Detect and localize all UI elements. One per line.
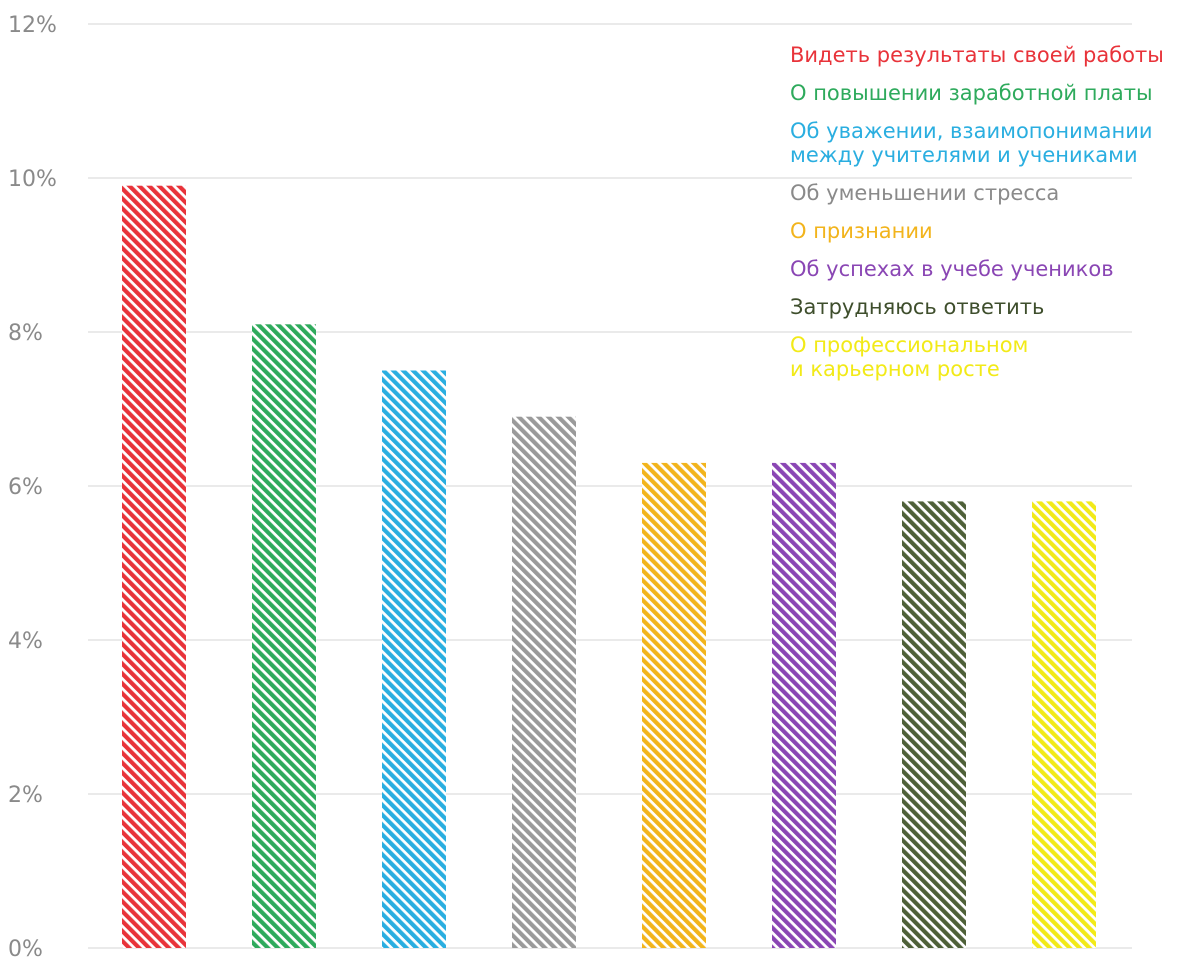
y-axis-tick-labels: 0% 2% 4% 6% 8% 10% 12%: [8, 13, 57, 960]
legend-label: Об уважении, взаимопонимании: [790, 119, 1153, 143]
legend-item: Видеть результаты своей работы: [790, 43, 1164, 67]
bar: Об успехах в учебе учеников: [772, 462, 836, 948]
legend-label: Об успехах в учебе учеников: [790, 257, 1114, 281]
bar: Видеть результаты своей работы: [122, 185, 186, 948]
legend-label: О профессиональном: [790, 333, 1028, 357]
bar: Затрудняюсь ответить: [902, 501, 966, 948]
bars: Видеть результаты своей работы О повышени…: [122, 185, 1096, 948]
legend-item: Об успехах в учебе учеников: [790, 257, 1114, 281]
y-tick-label: 12%: [8, 13, 57, 38]
legend-label: О повышении заработной платы: [790, 81, 1153, 105]
y-tick-label: 4%: [8, 629, 43, 654]
bar: Об уменьшении стресса: [512, 416, 576, 948]
legend-item: Затрудняюсь ответить: [790, 295, 1044, 319]
legend-label: Об уменьшении стресса: [790, 181, 1059, 205]
legend-label: Видеть результаты своей работы: [790, 43, 1164, 67]
bar: О признании: [642, 462, 706, 948]
legend-item: О повышении заработной платы: [790, 81, 1153, 105]
y-tick-label: 8%: [8, 321, 43, 346]
bar: Об уважении, взаимопонимании между учите…: [382, 370, 446, 948]
legend-item: Об уменьшении стресса: [790, 181, 1059, 205]
legend-label: между учителями и учениками: [790, 143, 1138, 167]
bar: О повышении заработной платы: [252, 324, 316, 948]
legend-item: О признании: [790, 219, 933, 243]
y-tick-label: 6%: [8, 475, 43, 500]
legend-label: Затрудняюсь ответить: [790, 295, 1044, 319]
bar: О профессиональном и карьерном росте: [1032, 501, 1096, 948]
legend: Видеть результаты своей работы О повышени…: [790, 43, 1164, 381]
y-tick-label: 2%: [8, 783, 43, 808]
legend-label: и карьерном росте: [790, 357, 1000, 381]
legend-label: О признании: [790, 219, 933, 243]
y-tick-label: 10%: [8, 167, 57, 192]
y-tick-label: 0%: [8, 937, 43, 960]
